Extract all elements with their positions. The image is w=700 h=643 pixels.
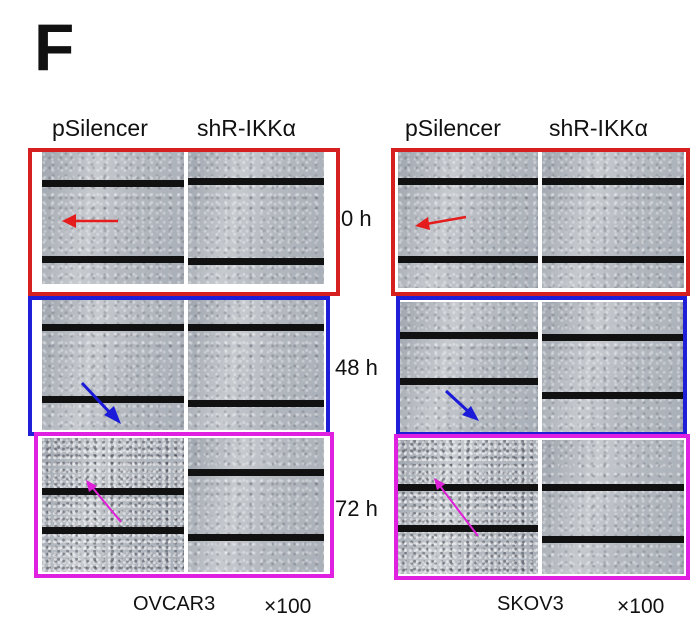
timepoint-label-48h: 48 h	[335, 355, 378, 380]
panel-letter: F	[34, 10, 75, 84]
micrograph-ovcar3-shr-ikka-48h	[188, 300, 324, 430]
magnification-label-ovcar3: ×100	[264, 595, 312, 618]
frame-0h-ovcar3	[28, 148, 340, 296]
frame-72h-ovcar3	[34, 432, 334, 578]
frame-72h-skov3	[394, 434, 690, 580]
magnification-label-skov3: ×100	[617, 595, 665, 618]
column-label-shr-ikka-ovcar3: shR-IKKα	[197, 115, 296, 141]
frame-0h-skov3	[391, 148, 690, 296]
micrograph-ovcar3-psilencer-0h	[42, 152, 184, 284]
timepoint-label-72h: 72 h	[335, 496, 378, 521]
column-label-shr-ikka-skov3: shR-IKKα	[549, 115, 648, 141]
micrograph-skov3-shr-ikka-0h	[542, 152, 684, 288]
micrograph-skov3-shr-ikka-48h	[542, 302, 684, 432]
column-label-psilencer-ovcar3: pSilencer	[52, 115, 148, 141]
cell-line-label-skov3: SKOV3	[497, 593, 564, 615]
cell-line-label-ovcar3: OVCAR3	[133, 593, 216, 615]
timepoint-label-0h: 0 h	[341, 206, 372, 231]
micrograph-ovcar3-shr-ikka-72h	[188, 438, 324, 572]
micrograph-ovcar3-psilencer-72h	[42, 438, 184, 572]
micrograph-skov3-psilencer-0h	[398, 152, 538, 288]
column-label-psilencer-skov3: pSilencer	[405, 115, 501, 141]
micrograph-ovcar3-shr-ikka-0h	[188, 152, 324, 284]
micrograph-skov3-shr-ikka-72h	[542, 440, 684, 574]
micrograph-skov3-psilencer-72h	[398, 440, 538, 574]
